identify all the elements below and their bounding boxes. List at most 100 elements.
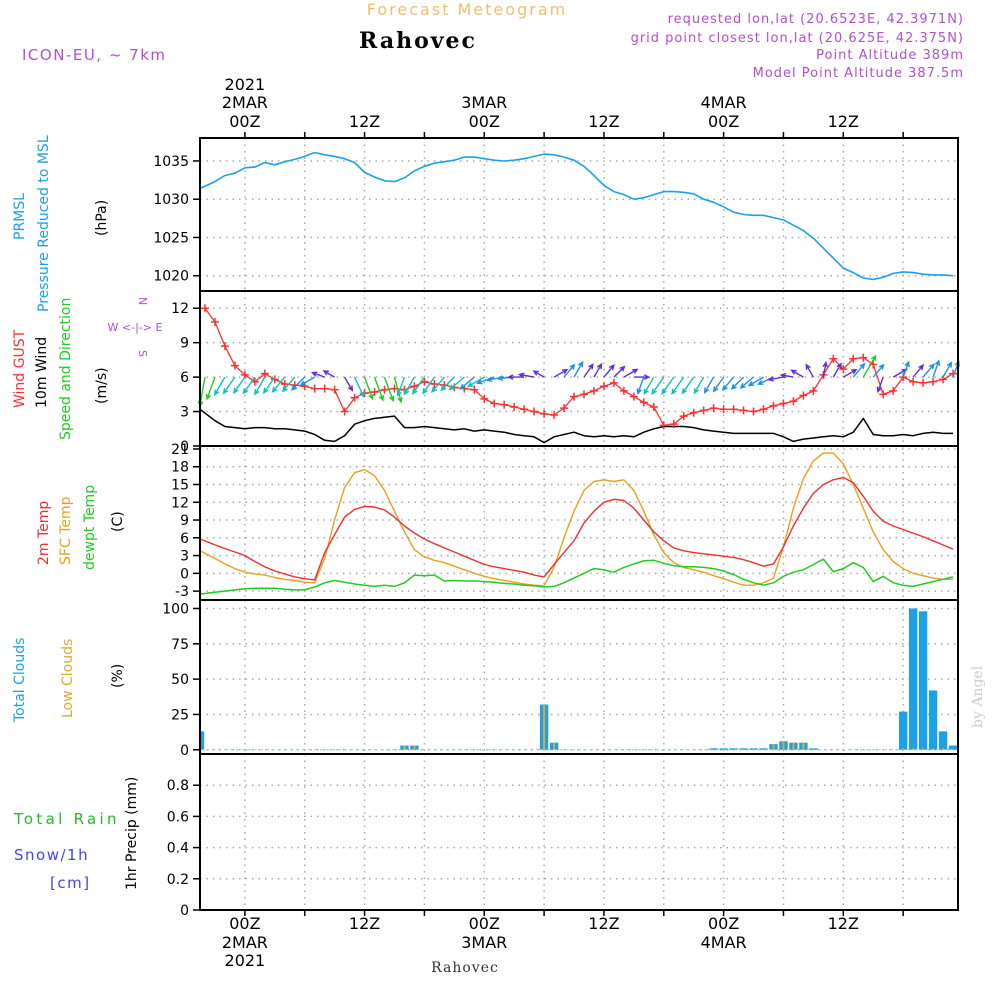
wind-arrow [603,364,615,378]
temp2m-series [199,476,954,581]
wind-arrow [779,372,794,379]
gust-marker [230,361,239,370]
y-tick-label: 0 [180,903,189,919]
time-label-top: 00Z [469,112,500,131]
wind-arrow [262,376,276,395]
wind-arrow [233,376,246,395]
wind-arrow [411,376,425,396]
low-cloud-bar [543,704,546,750]
gust-marker [510,402,519,411]
y-tick-label: 1030 [153,192,189,208]
y-tick-label: 12 [171,495,189,511]
precip-units-label: 1hr Precip (mm) [124,777,140,890]
wind-arrow [343,376,354,392]
gust-label: Wind GUST [12,329,28,408]
time-label-top: 4MAR [701,93,747,112]
wind-arrow [271,376,286,393]
time-label-top: 2MAR [222,93,268,112]
model-altitude: Model Point Altitude 387.5m [753,66,964,81]
total-cloud-bar [729,748,738,750]
data-layer [197,151,960,751]
temp-labels: 2m Temp SFC Temp dewpt Temp (C) [36,485,126,570]
wind-arrow [852,362,866,378]
wind-arrow [633,374,651,380]
time-label-top: 00Z [229,112,260,131]
total-cloud-bar [898,711,908,750]
gust-marker [889,386,898,395]
low-cloud-bar [772,744,775,750]
gust-marker [609,378,618,387]
dewpt-series [199,558,954,595]
wind-arrow [747,376,764,387]
gust-marker [330,385,339,394]
time-label-bottom: 2MAR [222,933,268,952]
precip-labels: Total Rain Snow/1h [cm] 1hr Precip (mm) [13,777,140,892]
pressure-desc-label: Pressure Reduced to MSL [36,135,52,312]
wind-arrow [507,374,525,380]
wind-arrow [822,360,828,378]
low-cloud-bar [922,748,925,750]
time-label-bottom: 2021 [225,951,266,970]
total-cloud-bar [928,690,938,750]
wind-arrow [643,376,655,396]
axes-layer: 1020102510301035036912-30369121518210255… [153,75,959,970]
gust-marker [929,377,938,386]
time-label-top: 12Z [349,112,380,131]
y-tick-label: 1020 [153,269,189,285]
wind-arrow [422,376,435,395]
wind-arrow [299,376,316,386]
wind-arrow [383,376,395,403]
gust-marker [540,409,549,418]
gust-marker [859,353,868,362]
y-tick-label: 1025 [153,230,189,246]
wind10m-label: 10m Wind [34,337,50,408]
cloud-units-label: (%) [110,664,126,688]
snow-label: Snow/1h [14,846,89,864]
gust-marker [699,406,708,415]
gust-marker [599,382,608,391]
wind-arrow [902,360,910,378]
chart-title: Forecast Meteogram [367,0,567,19]
y-tick-label: 100 [162,601,189,617]
y-tick-label: 3 [180,405,189,421]
gust-marker [210,318,219,326]
time-label-bottom: 3MAR [461,933,507,952]
time-label-top: 12Z [588,112,619,131]
low-cloud-bar [782,741,785,750]
gust-marker [589,386,598,395]
y-tick-label: 50 [171,672,189,688]
wind-arrow [242,376,256,395]
gust-marker [669,420,678,429]
wind-arrow [573,360,584,378]
time-label-bottom: 00Z [229,914,260,933]
wind-arrow [613,365,626,378]
grid-layer [200,138,958,911]
panel-frame [199,753,959,911]
y-tick-label: 0 [180,743,189,759]
y-tick-label: -3 [175,584,189,600]
compass-n: N [136,297,149,305]
wind-arrow [563,363,576,378]
wind-arrow [872,363,885,378]
gust-marker [659,421,668,430]
gust-marker [200,304,209,313]
cloud-labels: Total Clouds Low Clouds (%) [12,638,126,723]
gust-marker [310,384,319,393]
gust-marker [829,354,838,363]
low-cloud-bar [413,745,416,750]
y-tick-label: 0.8 [167,778,189,794]
gust-marker [470,385,479,394]
total-cloud-bar [809,748,818,750]
time-label-top: 00Z [708,112,739,131]
time-label-bottom: 00Z [469,914,500,933]
model-label: ICON-EU, ~ 7km [22,46,167,64]
time-label-bottom: 00Z [708,914,739,933]
wind-arrow [932,359,941,378]
wind-arrow [459,376,475,390]
wind-units-label: (m/s) [94,367,110,404]
gust-marker [579,390,588,399]
wind-arrow [730,376,745,390]
gust-marker [570,392,579,401]
dewpt-label: dewpt Temp [82,485,98,570]
